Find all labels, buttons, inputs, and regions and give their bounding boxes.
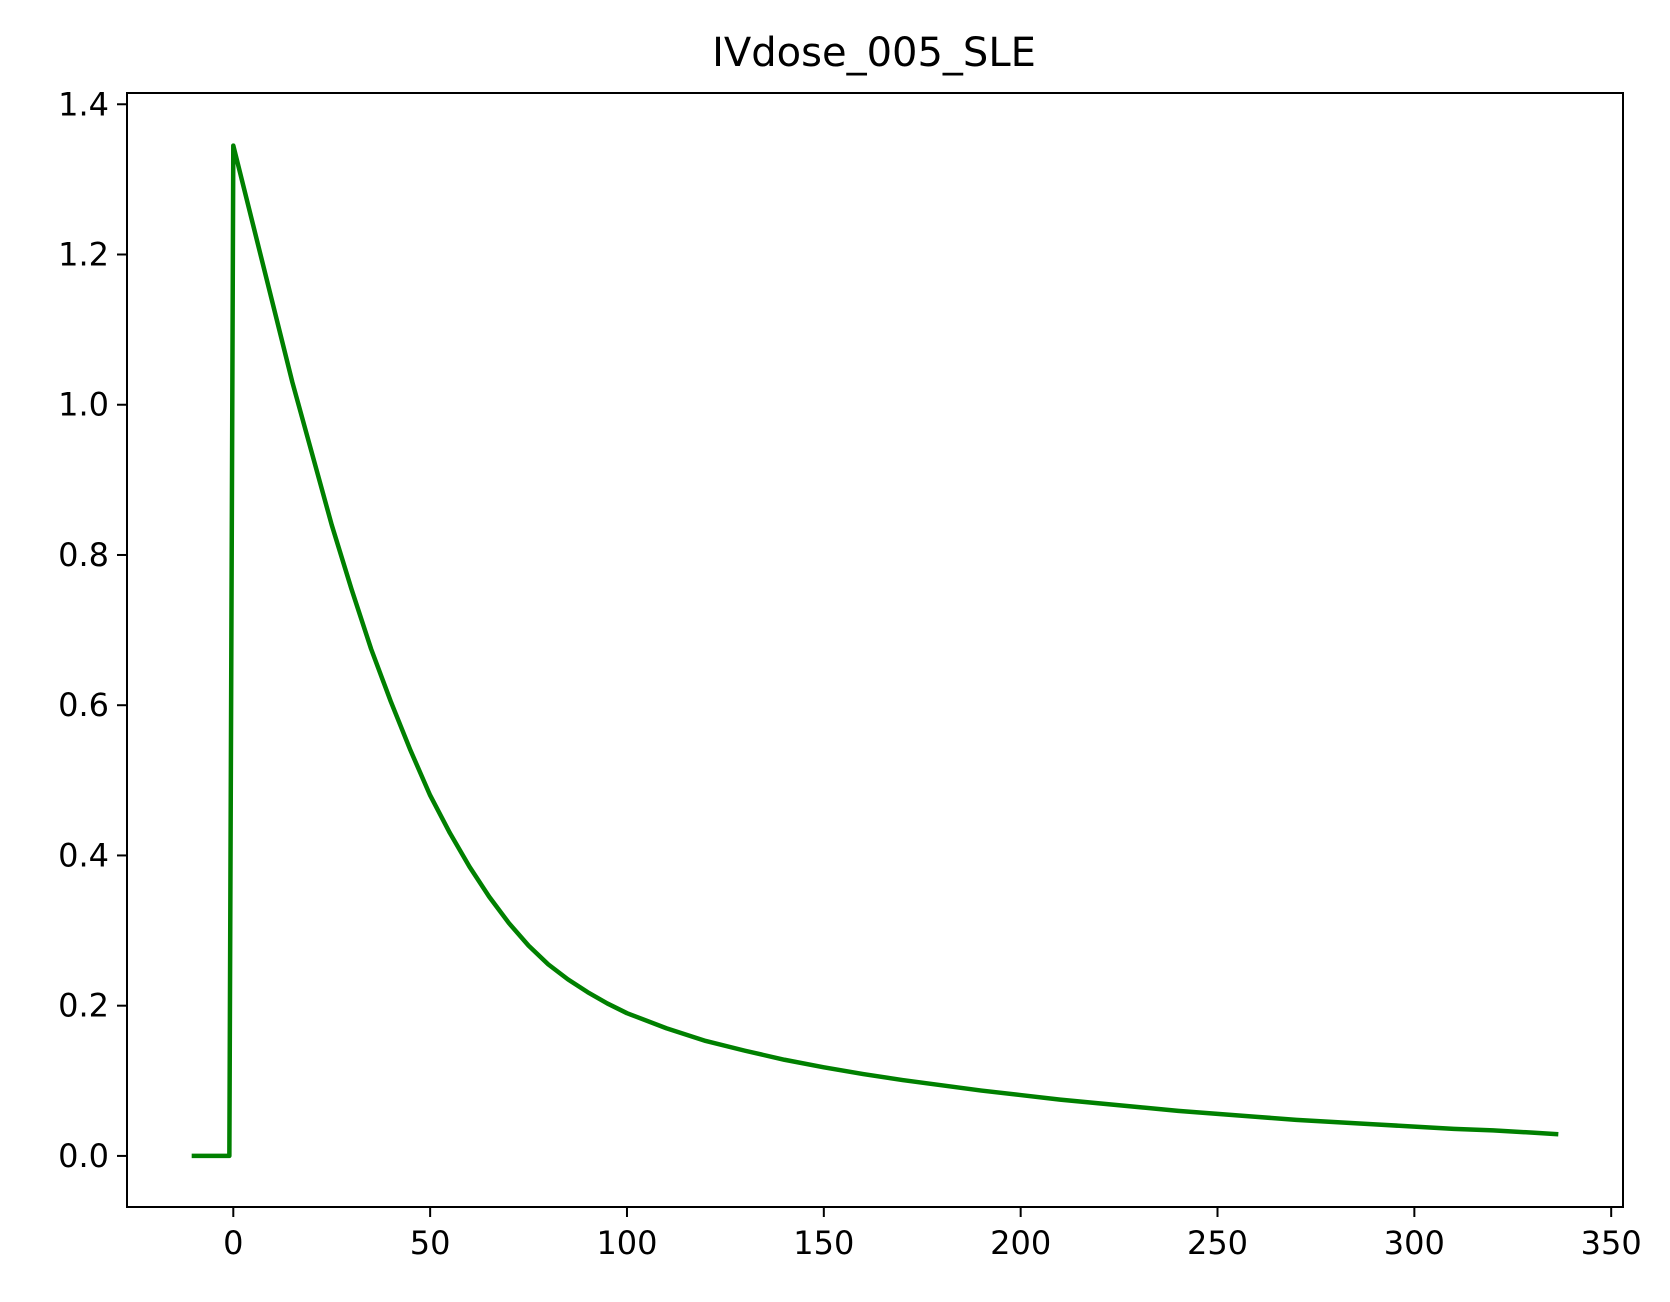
x-tick-label-7: 350 bbox=[1581, 1224, 1642, 1262]
x-tick-label-6: 300 bbox=[1384, 1224, 1445, 1262]
y-tick-label-3: 0.6 bbox=[58, 686, 109, 724]
x-tick-label-1: 50 bbox=[410, 1224, 451, 1262]
axes: 0 50 100 150 200 250 300 350 0.0 0.2 0.4 0.6 0.8 1.0 1… bbox=[58, 85, 1642, 1262]
x-tick-label-5: 250 bbox=[1187, 1224, 1248, 1262]
y-tick-label-0: 0.0 bbox=[58, 1137, 109, 1175]
x-tick-label-3: 150 bbox=[793, 1224, 854, 1262]
y-tick-label-2: 0.4 bbox=[58, 836, 109, 874]
x-tick-label-4: 200 bbox=[990, 1224, 1051, 1262]
x-tick-label-2: 100 bbox=[596, 1224, 657, 1262]
axes-frame bbox=[126, 92, 1624, 1208]
y-tick-label-6: 1.2 bbox=[58, 236, 109, 274]
plot-area bbox=[191, 143, 1559, 1159]
y-tick-label-1: 0.2 bbox=[58, 987, 109, 1025]
chart-title: IVdose_005_SLE bbox=[712, 30, 1036, 76]
y-tick-label-4: 0.8 bbox=[58, 536, 109, 574]
y-tick-label-7: 1.4 bbox=[58, 85, 109, 123]
x-tick-label-0: 0 bbox=[223, 1224, 243, 1262]
y-tick-label-5: 1.0 bbox=[58, 386, 109, 424]
series-line-0 bbox=[191, 143, 1559, 1159]
